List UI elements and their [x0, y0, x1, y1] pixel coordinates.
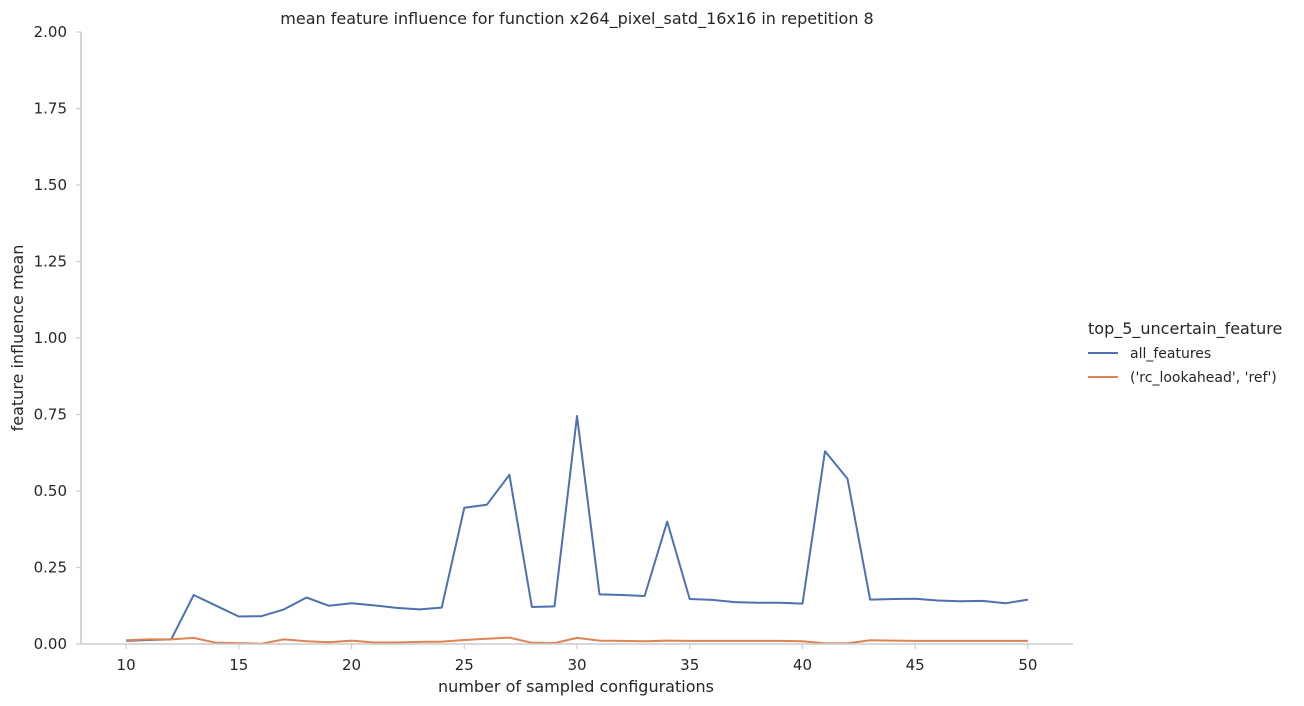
y-tick-label: 0.50 — [34, 482, 67, 500]
y-tick-label: 0.75 — [34, 406, 67, 424]
x-tick-label: 15 — [229, 656, 248, 674]
y-axis-ticks: 0.00 0.25 0.50 0.75 1.00 1.25 1.50 1.75 2.00 — [34, 23, 81, 653]
x-tick-label: 35 — [680, 656, 699, 674]
series-line-0 — [126, 415, 1029, 642]
y-tick-label: 1.25 — [34, 253, 67, 271]
plot-area — [126, 415, 1029, 645]
x-tick-label: 10 — [117, 656, 136, 674]
legend-title: top_5_uncertain_feature — [1088, 319, 1282, 339]
chart-title: mean feature influence for function x264… — [280, 9, 873, 29]
x-tick-label: 20 — [342, 656, 361, 674]
legend-label: ('rc_lookahead', 'ref') — [1130, 370, 1277, 386]
y-tick-label: 2.00 — [34, 23, 67, 41]
series-line-1 — [126, 636, 1028, 645]
x-tick-label: 25 — [455, 656, 474, 674]
y-tick-label: 1.50 — [34, 176, 67, 194]
x-axis-title: number of sampled configurations — [438, 677, 714, 696]
legend: top_5_uncertain_feature all_features ('rc… — [1088, 319, 1282, 386]
x-tick-label: 45 — [906, 656, 925, 674]
y-tick-label: 0.25 — [34, 559, 67, 577]
x-tick-label: 40 — [793, 656, 812, 674]
x-tick-label: 50 — [1018, 656, 1037, 674]
y-tick-label: 0.00 — [34, 635, 67, 653]
x-tick-label: 30 — [567, 656, 586, 674]
y-axis-title: feature influence mean — [8, 245, 27, 432]
legend-label: all_features — [1130, 346, 1211, 362]
y-tick-label: 1.00 — [34, 329, 67, 347]
y-tick-label: 1.75 — [34, 100, 67, 118]
x-axis-ticks: 10 15 20 25 30 35 40 45 50 — [117, 644, 1037, 674]
